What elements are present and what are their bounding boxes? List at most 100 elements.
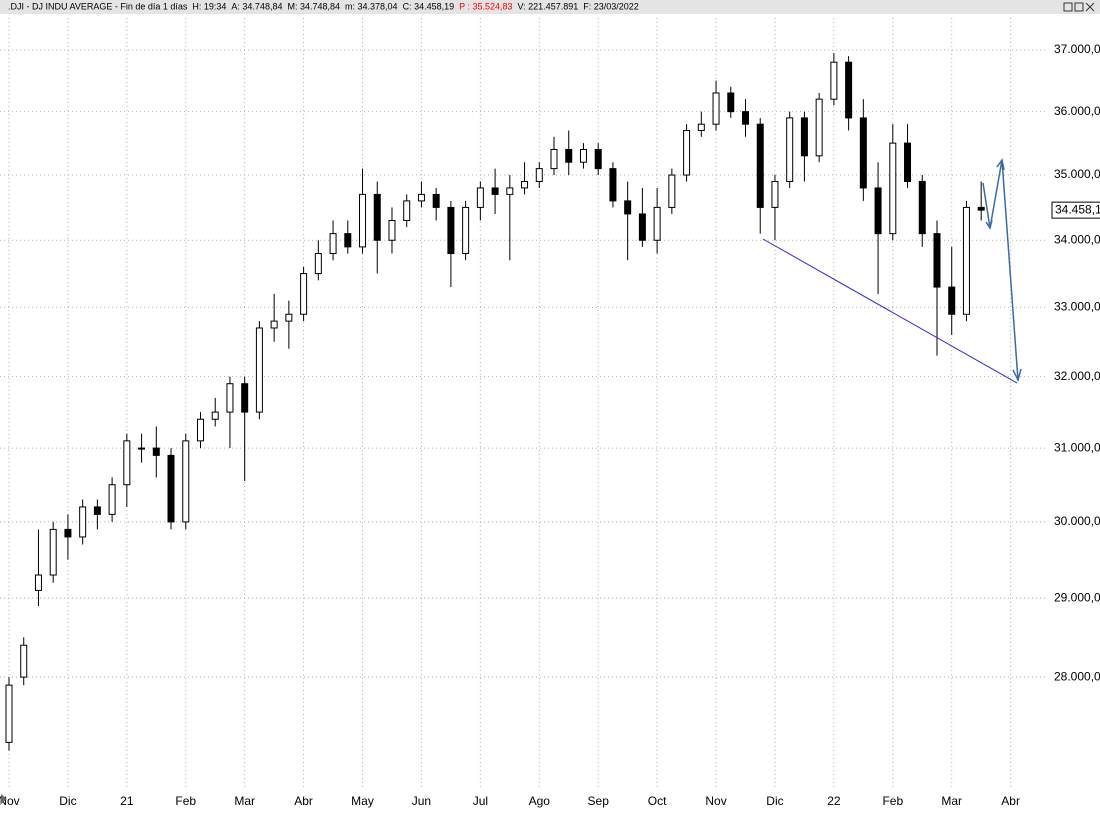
- candle-body: [668, 174, 676, 208]
- candle-body: [845, 61, 853, 119]
- x-tick-label: Abr: [1001, 794, 1020, 808]
- candle-body: [800, 117, 808, 157]
- candle-body: [79, 506, 87, 538]
- candle-body: [712, 92, 720, 125]
- candle-body: [948, 286, 956, 315]
- candle-body: [123, 440, 131, 486]
- header: .DJI - DJ INDU AVERAGE - Fin de día 1 dí…: [8, 1, 639, 11]
- candle-body: [373, 193, 381, 241]
- x-tick-label: Ago: [529, 794, 551, 808]
- candle-body: [270, 320, 278, 329]
- candle-body: [579, 148, 587, 163]
- candle-body: [786, 117, 794, 182]
- candle-body: [93, 506, 101, 515]
- candle-body: [241, 383, 249, 413]
- grid: 28.000,00 29.000,00 30.000,00 31.000,00 32.0…: [0, 18, 1100, 808]
- minimize-button[interactable]: [1063, 2, 1073, 12]
- candle-body: [565, 148, 573, 163]
- candle-body: [344, 233, 352, 248]
- candle-body: [506, 187, 514, 195]
- candle-body: [314, 253, 322, 275]
- candle-body: [447, 206, 455, 255]
- header-field: .DJI - DJ INDU AVERAGE - Fin de día 1 dí…: [8, 1, 188, 11]
- header-field: V: 221.457.891: [518, 1, 579, 11]
- candle-body: [196, 418, 204, 442]
- candle-body: [904, 142, 912, 182]
- candle-body: [697, 123, 705, 131]
- candle-body: [432, 193, 440, 208]
- candle-body: [742, 111, 749, 125]
- candle-body: [594, 148, 602, 170]
- x-tick-label: Feb: [882, 794, 903, 808]
- y-tick-label: 33.000,00: [1054, 300, 1100, 314]
- x-tick-label: Sep: [588, 794, 610, 808]
- candle-body: [815, 98, 823, 157]
- candle-body: [874, 187, 882, 235]
- candle-body: [476, 187, 484, 208]
- candle-body: [638, 213, 646, 241]
- title-bar: [0, 0, 1100, 14]
- candle-body: [933, 233, 941, 288]
- price-tag-box: [1051, 201, 1100, 219]
- header-field: P : 35.524,83: [459, 1, 512, 11]
- x-tick-label: Nov: [705, 794, 726, 808]
- y-tick-label: 36.000,00: [1054, 104, 1100, 118]
- candle-body: [918, 180, 926, 235]
- x-tick-label: Mar: [234, 794, 255, 808]
- candle-body: [285, 313, 293, 322]
- scroll-arrow[interactable]: [1, 794, 7, 804]
- candle-body: [359, 193, 367, 248]
- y-tick-label: 34.000,00: [1054, 232, 1100, 246]
- candle-body: [34, 574, 42, 591]
- header-field: A: 34.748,84: [231, 1, 282, 11]
- header-field: C: 34.458,19: [403, 1, 455, 11]
- candle-body: [683, 129, 691, 176]
- x-tick-label: Mar: [941, 794, 962, 808]
- x-tick-label: Dic: [766, 794, 783, 808]
- candle-body: [462, 206, 470, 255]
- arrow-head: [985, 219, 993, 230]
- candle-body: [255, 327, 263, 413]
- candle-body: [550, 148, 558, 170]
- x-tick-label: 22: [827, 794, 841, 808]
- x-tick-label: Oct: [648, 794, 667, 808]
- x-tick-label: May: [351, 794, 374, 808]
- window-buttons[interactable]: [1063, 2, 1095, 12]
- x-tick-label: 21: [120, 794, 134, 808]
- candle-body: [388, 219, 396, 241]
- header-field: F: 23/03/2022: [583, 1, 639, 11]
- candle-body: [49, 528, 57, 576]
- y-tick-label: 37.000,00: [1054, 42, 1100, 56]
- arrow-head: [996, 158, 1005, 171]
- candle-body: [624, 200, 632, 215]
- candle-body: [727, 92, 735, 113]
- candle-body: [830, 61, 838, 100]
- x-tick-label: Feb: [175, 794, 196, 808]
- candle-body: [962, 206, 970, 315]
- candle-body: [167, 454, 175, 523]
- candle-body: [329, 233, 337, 255]
- candle-body: [417, 193, 425, 202]
- trendline: [762, 238, 1018, 384]
- header-field: M: 34.748,84: [287, 1, 340, 11]
- price-tag: 34.458,19: [1055, 202, 1100, 216]
- y-tick-label: 29.000,00: [1054, 590, 1100, 604]
- x-tick-label: Dic: [59, 794, 76, 808]
- candle-body: [226, 383, 234, 413]
- y-tick-label: 31.000,00: [1054, 440, 1100, 454]
- arrow-head: [1012, 368, 1022, 383]
- candle-body: [138, 447, 146, 450]
- candle-body: [152, 447, 160, 456]
- candle-body: [491, 187, 499, 195]
- y-tick-label: 32.000,00: [1054, 369, 1100, 383]
- y-tick-label: 28.000,00: [1054, 669, 1100, 683]
- candle-body: [403, 200, 411, 221]
- candle-body: [64, 528, 72, 538]
- x-tick-label: Jun: [412, 794, 431, 808]
- close-button[interactable]: [1085, 2, 1095, 12]
- candle-body: [535, 168, 543, 182]
- maximize-button[interactable]: [1074, 2, 1084, 12]
